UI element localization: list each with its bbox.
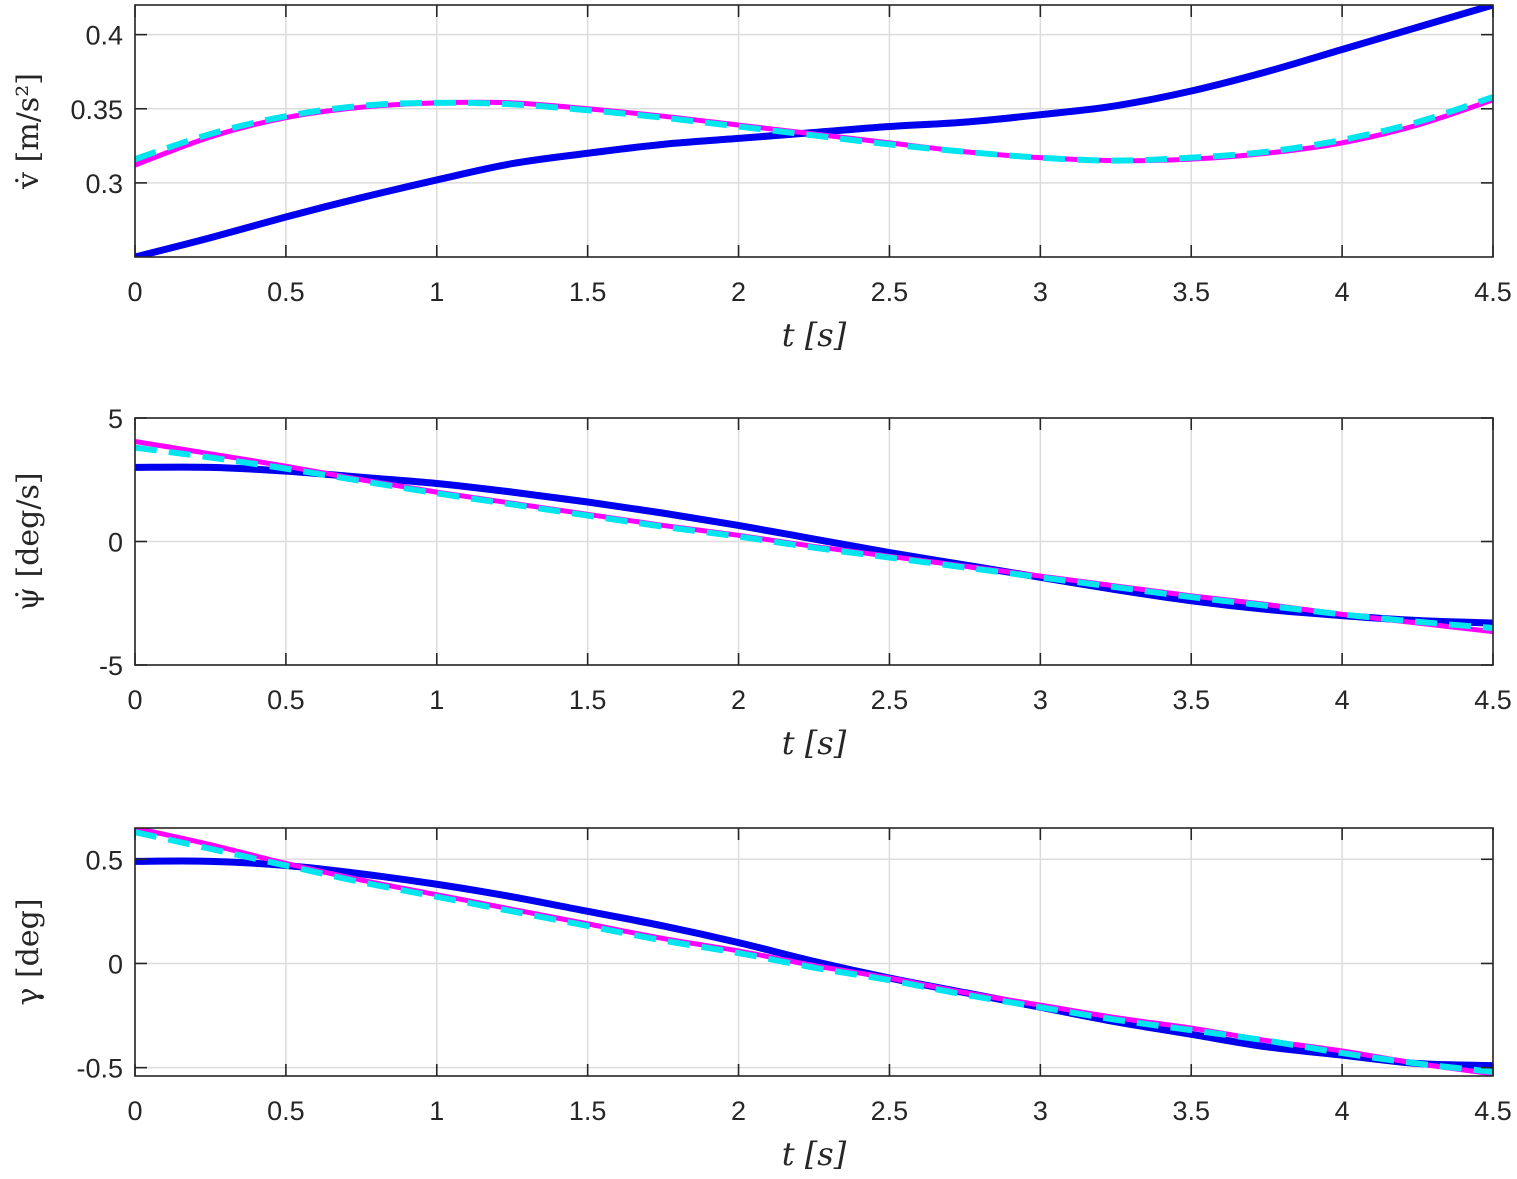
subplot-vdot: 0 0.5 1 1.5 2 2.5 3 3.5 4 4.5 0.3 0.35 0.4 t [s] v̇ [m…: [11, 4, 1512, 354]
x-tick-label: 0.5: [267, 277, 305, 307]
x-tick-label: 0.5: [267, 1096, 305, 1126]
y-tick-label: 0.35: [70, 95, 123, 125]
x-axis-label: t [s]: [782, 1135, 847, 1173]
y-tick-label: 0: [108, 949, 123, 979]
y-tick-label: 0.5: [85, 845, 123, 875]
x-tick-label: 4.5: [1474, 1096, 1512, 1126]
x-tick-label: 2: [731, 277, 746, 307]
y-tick-label: 0.3: [85, 169, 123, 199]
x-tick-label: 2.5: [871, 685, 909, 715]
axes-box: [134, 827, 1494, 1077]
y-axis-label: ψ̇ [deg/s]: [11, 472, 46, 610]
x-tick-label: 4: [1335, 1096, 1350, 1126]
x-axis-label: t [s]: [782, 724, 847, 762]
x-tick-label: 3: [1033, 277, 1048, 307]
subplot-gamma: 0 0.5 1 1.5 2 2.5 3 3.5 4 4.5-0.500.5t [s]γ [deg]: [11, 827, 1512, 1173]
x-tick-label: 3.5: [1172, 277, 1210, 307]
x-tick-label: 0.5: [267, 685, 305, 715]
x-tick-label: 1: [429, 685, 444, 715]
x-tick-label: 4: [1335, 685, 1350, 715]
y-axis-label: v̇ [m/s²]: [11, 73, 46, 190]
x-tick-label: 4.5: [1474, 277, 1512, 307]
x-tick-label: 2: [731, 685, 746, 715]
x-tick-label: 4: [1335, 277, 1350, 307]
axes-box: [134, 4, 1494, 258]
y-tick-label: -0.5: [76, 1054, 123, 1084]
x-tick-label: 3: [1033, 685, 1048, 715]
x-tick-label: 3: [1033, 1096, 1048, 1126]
x-tick-label: 1.5: [569, 685, 607, 715]
y-tick-label: 5: [108, 404, 123, 434]
x-tick-label: 2: [731, 1096, 746, 1126]
series-group: [135, 438, 1493, 635]
x-axis-label: t [s]: [782, 316, 847, 354]
x-tick-label: 1.5: [569, 277, 607, 307]
x-tick-label: 0: [127, 685, 142, 715]
x-tick-label: 3.5: [1172, 685, 1210, 715]
x-tick-label: 4.5: [1474, 685, 1512, 715]
x-tick-label: 2.5: [871, 277, 909, 307]
y-tick-label: 0.4: [85, 21, 123, 51]
series-group: [135, 5, 1493, 257]
x-tick-label: 2.5: [871, 1096, 909, 1126]
series-line-3: [135, 444, 1493, 631]
x-tick-label: 1: [429, 277, 444, 307]
x-tick-label: 0: [127, 277, 142, 307]
x-tick-label: 1: [429, 1096, 444, 1126]
series-line-1: [135, 857, 1493, 1070]
series-line-3: [135, 94, 1493, 164]
plot-area: [135, 828, 1493, 1076]
y-tick-label: -5: [99, 651, 123, 681]
y-axis-label: γ [deg]: [11, 898, 46, 1005]
x-tick-label: 0: [127, 1096, 142, 1126]
series-group: [135, 828, 1493, 1076]
x-tick-label: 3.5: [1172, 1096, 1210, 1126]
series-line-3: [135, 829, 1493, 1075]
y-tick-label: 0: [108, 528, 123, 558]
x-tick-label: 1.5: [569, 1096, 607, 1126]
